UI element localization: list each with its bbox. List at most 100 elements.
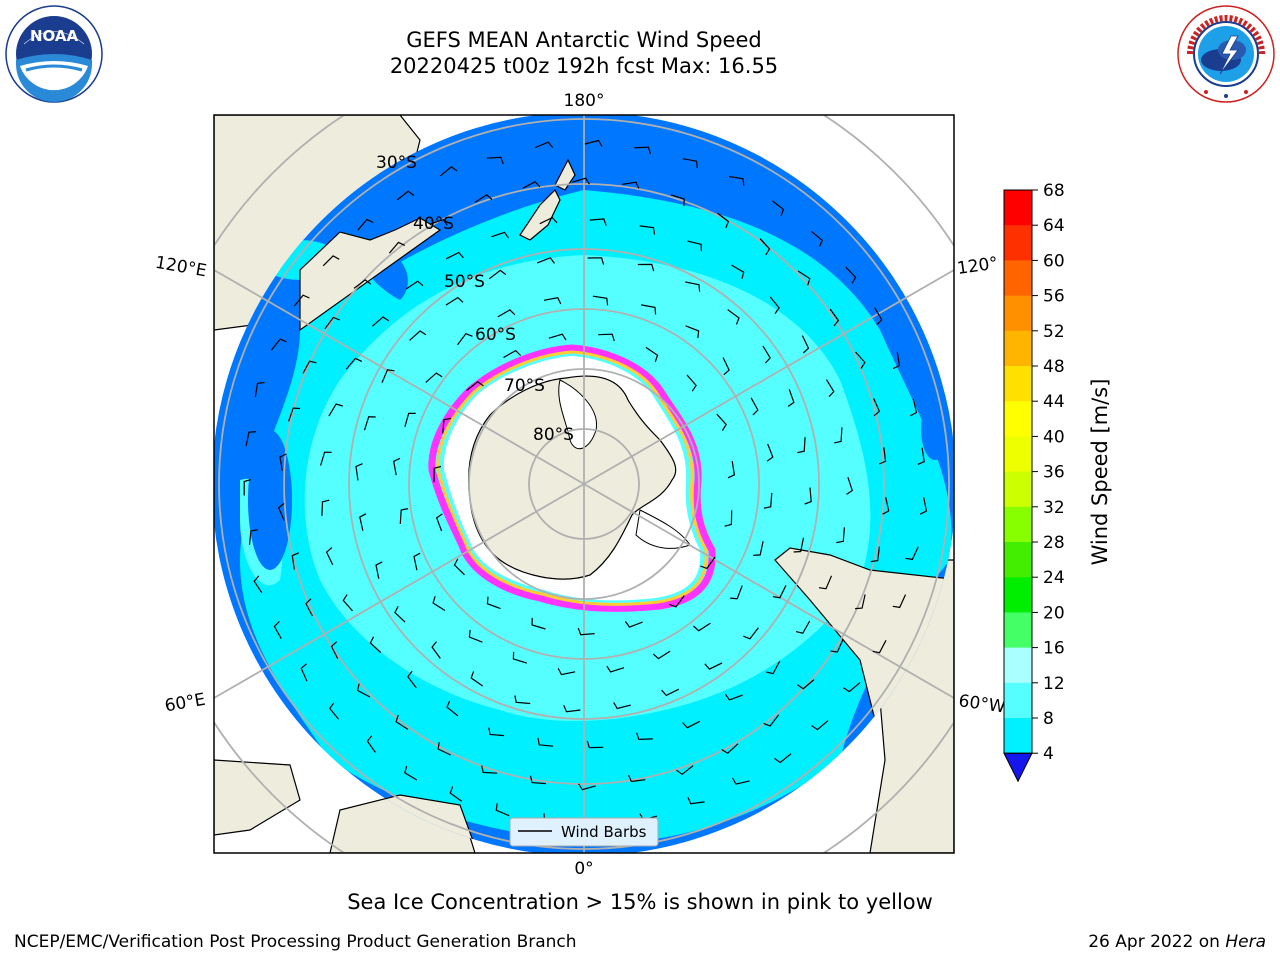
colorbar-tick-label: 32	[1043, 498, 1065, 518]
wind-barb	[795, 620, 811, 634]
svg-text:NOAA: NOAA	[30, 27, 79, 45]
lon-label-120e: 120°E	[154, 253, 208, 282]
wind-barb	[446, 700, 459, 717]
wind-barb	[407, 670, 417, 689]
wind-barb	[892, 351, 901, 370]
lon-label-60w: 60°W	[957, 691, 1006, 717]
colorbar-segment	[1004, 436, 1032, 473]
wind-barb	[769, 296, 780, 314]
wind-barb	[435, 513, 443, 532]
wind-barb	[624, 621, 643, 628]
wind-barb	[704, 662, 723, 670]
wind-barb	[730, 585, 743, 600]
wind-barb	[578, 783, 596, 791]
wind-barb	[372, 316, 390, 327]
legend-label: Wind Barbs	[561, 823, 647, 841]
wind-barb	[732, 777, 750, 785]
wind-barb	[277, 502, 285, 521]
wind-barb	[531, 617, 546, 630]
wind-barb	[329, 702, 340, 720]
lon-label-0: 0°	[574, 859, 593, 879]
wind-barb	[801, 335, 810, 354]
wind-barb	[670, 194, 685, 207]
wind-barb	[466, 381, 484, 391]
wind-barb	[404, 765, 418, 781]
wind-barb	[355, 463, 363, 481]
wind-barb	[766, 443, 774, 462]
wind-barb	[577, 627, 595, 636]
wind-barb	[497, 309, 516, 318]
wind-barb	[425, 372, 443, 383]
wind-barb	[442, 417, 452, 434]
lon-label-120w: 120°	[956, 253, 999, 279]
wind-barb	[254, 381, 265, 398]
colorbar-segment	[1004, 225, 1032, 261]
wind-barb	[855, 594, 866, 610]
noaa-logo-icon: NOAA	[5, 5, 103, 103]
wind-barb	[834, 427, 843, 444]
wind-barb	[685, 281, 701, 292]
wind-barb	[874, 307, 883, 326]
wind-barb	[429, 218, 448, 226]
map-frame	[213, 114, 955, 854]
colorbar-tick-label: 36	[1043, 463, 1065, 483]
wind-barb	[811, 230, 824, 248]
wind-barb	[375, 561, 383, 579]
colorbar-tick-label: 24	[1043, 568, 1065, 588]
wind-barb	[543, 297, 562, 305]
colorbar-segment	[1004, 612, 1032, 649]
wind-barb	[669, 595, 685, 608]
wind-barb	[413, 552, 421, 571]
wind-barb	[818, 575, 833, 590]
wind-barb	[486, 596, 501, 610]
wind-barb	[731, 264, 745, 280]
colorbar-tick-label: 56	[1043, 287, 1065, 307]
wind-barb	[488, 727, 505, 737]
lon-label-180: 180°	[564, 91, 605, 111]
colorbar-tick-label: 52	[1043, 322, 1065, 342]
colorbar-segment	[1004, 506, 1032, 543]
wind-barb	[409, 330, 427, 341]
wind-barb	[302, 360, 317, 374]
wind-barb	[449, 786, 463, 802]
wind-barb	[636, 732, 653, 741]
colorbar-segment	[1004, 190, 1032, 226]
lat-label-30s: 30°S	[376, 153, 417, 173]
wind-barb	[363, 416, 376, 431]
sea-ice-caption: Sea Ice Concentration > 15% is shown in …	[347, 890, 933, 914]
wind-barb	[763, 492, 773, 509]
chart-subtitle: 20220425 t00z 192h fcst Max: 16.55	[389, 54, 779, 78]
wind-barb	[584, 139, 603, 147]
wind-barb	[291, 552, 300, 570]
wind-barb	[589, 218, 607, 226]
wind-barb	[405, 280, 424, 290]
wind-barb	[396, 190, 415, 201]
wind-barb	[634, 146, 652, 155]
wind-barb	[324, 316, 341, 330]
wind-barb	[253, 575, 263, 594]
wind-barb	[345, 357, 363, 370]
colorbar-segment	[1004, 330, 1032, 367]
wind-barb	[586, 740, 604, 749]
colorbar-tick-label: 48	[1043, 357, 1065, 377]
wind-barb	[300, 663, 308, 682]
colorbar-segment	[1004, 401, 1032, 437]
footer-host: Hera	[1225, 932, 1266, 952]
wind-barb	[353, 279, 372, 289]
wind-barb	[613, 702, 631, 710]
wind-barb	[686, 374, 697, 392]
footer-credit: NCEP/EMC/Verification Post Processing Pr…	[14, 932, 577, 952]
lat-label-80s: 80°S	[533, 425, 574, 445]
wind-barb	[548, 333, 567, 341]
wind-barb	[288, 407, 301, 422]
wind-barb	[693, 622, 711, 632]
lat-label-70s: 70°S	[504, 376, 545, 396]
wind-barb	[727, 309, 740, 325]
wind-barb	[872, 640, 887, 654]
colorbar-tick-label: 44	[1043, 392, 1065, 412]
wind-barb	[433, 465, 442, 483]
wind-barb	[685, 325, 700, 338]
wind-barb	[325, 547, 334, 566]
wind-barb	[641, 304, 657, 315]
